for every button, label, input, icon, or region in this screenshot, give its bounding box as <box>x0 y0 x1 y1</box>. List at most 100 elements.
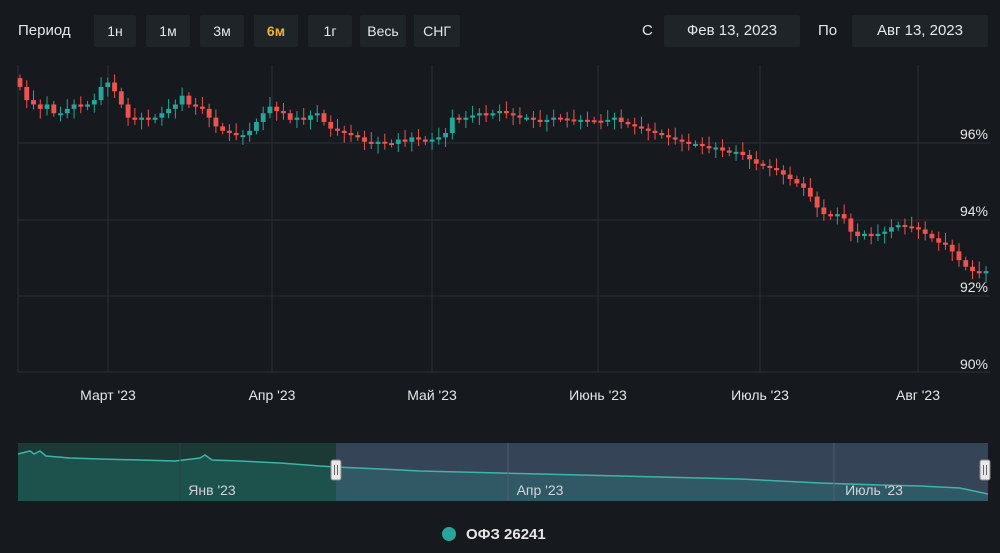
period-button-ytd[interactable]: СНГ <box>414 15 460 47</box>
to-date-input[interactable]: Авг 13, 2023 <box>852 15 988 47</box>
candle-body <box>713 147 719 150</box>
legend-marker <box>442 527 456 541</box>
candle-body <box>706 146 712 149</box>
x-tick-label: Март '23 <box>80 387 136 403</box>
candle-body <box>172 104 178 109</box>
candle-body <box>753 159 759 164</box>
candle-body <box>206 108 212 118</box>
candle-body <box>44 104 50 109</box>
candle-body <box>956 251 962 261</box>
candle-body <box>517 115 523 118</box>
candle-body <box>118 91 124 105</box>
candle-body <box>618 117 624 123</box>
candle-body <box>875 233 881 237</box>
candle-body <box>909 226 915 229</box>
candle-body <box>179 95 185 105</box>
candle-body <box>970 266 975 272</box>
candle-body <box>145 117 151 120</box>
candle-body <box>916 227 921 230</box>
candle-body <box>281 111 286 114</box>
legend[interactable]: ОФЗ 26241 <box>442 523 546 545</box>
candle-body <box>530 117 536 120</box>
candle-body <box>821 207 827 215</box>
navigator-unselected-area <box>18 443 336 501</box>
candle-body <box>308 115 313 120</box>
candle-body <box>402 139 408 142</box>
grid <box>17 65 990 373</box>
candle-body <box>855 231 861 237</box>
candle-body <box>571 119 577 122</box>
candle-body <box>747 154 752 160</box>
candle-body <box>254 122 259 131</box>
candle-body <box>348 132 354 136</box>
candle-body <box>949 244 955 252</box>
candle-body <box>247 130 253 136</box>
candle-body <box>693 143 698 146</box>
candle-body <box>58 113 63 116</box>
candle-body <box>780 170 786 175</box>
candle-body <box>422 139 428 142</box>
period-button-all[interactable]: Весь <box>360 15 406 47</box>
candle-body <box>328 122 334 129</box>
candle-body <box>470 115 476 118</box>
candle-body <box>456 117 462 120</box>
candle-body <box>287 113 293 120</box>
period-button-3m[interactable]: 3м <box>200 15 244 47</box>
candle-body <box>720 147 725 151</box>
y-tick-label: 92% <box>960 279 988 295</box>
x-tick-label: Июнь '23 <box>569 387 627 403</box>
candle-body <box>861 233 867 237</box>
navigator-left-handle[interactable] <box>330 459 342 481</box>
candle-body <box>733 151 739 154</box>
toolbar: Период 1н 1м 3м 6м 1г Весь СНГ С Фев 13,… <box>0 0 1000 62</box>
candle-body <box>801 183 807 188</box>
candle-body <box>882 231 888 234</box>
candle-body <box>841 214 847 219</box>
navigator-right-handle[interactable] <box>979 459 991 481</box>
candle-body <box>807 187 813 197</box>
y-axis: 96% 94% 92% 90% <box>960 126 988 372</box>
candle-body <box>71 104 77 109</box>
from-date-input[interactable]: Фев 13, 2023 <box>664 15 800 47</box>
candle-body <box>436 137 442 140</box>
candle-body <box>78 104 84 107</box>
candle-body <box>132 117 138 120</box>
candle-body <box>220 126 226 131</box>
candle-body <box>605 119 611 122</box>
candle-body <box>767 165 773 169</box>
period-button-6m[interactable]: 6м <box>254 15 298 47</box>
candle-body <box>888 227 894 232</box>
candle-body <box>159 113 165 118</box>
candle-body <box>895 225 901 228</box>
navigator-tick-label: Янв '23 <box>188 482 236 498</box>
candle-body <box>557 117 563 120</box>
candle-body <box>193 104 199 107</box>
candle-body <box>659 132 665 136</box>
period-button-1y[interactable]: 1г <box>308 15 352 47</box>
candle-body <box>524 117 530 120</box>
candle-body <box>375 141 381 144</box>
candle-body <box>152 117 158 120</box>
candle-body <box>463 117 469 120</box>
candle-body <box>699 143 705 147</box>
legend-label: ОФЗ 26241 <box>466 525 546 543</box>
candle-body <box>362 137 367 142</box>
candle-body <box>983 271 989 274</box>
x-tick-label: Май '23 <box>407 387 457 403</box>
period-button-1m[interactable]: 1м <box>146 15 190 47</box>
candle-body <box>497 111 503 114</box>
to-label: По <box>818 22 838 39</box>
candle-body <box>537 119 543 123</box>
candle-body <box>31 100 36 105</box>
candle-body <box>922 229 928 234</box>
period-button-1w[interactable]: 1н <box>94 15 136 47</box>
candle-body <box>902 225 908 228</box>
candle-body <box>260 113 266 123</box>
x-tick-label: Июль '23 <box>731 387 789 403</box>
candle-body <box>814 196 820 208</box>
navigator[interactable]: Янв '23 Апр '23 Июль '23 <box>0 440 1000 510</box>
candle-body <box>679 139 685 142</box>
price-chart[interactable]: 96% 94% 92% 90% Март '23 Апр '23 Май '23… <box>0 0 1000 420</box>
x-tick-label: Апр '23 <box>249 387 296 403</box>
candle-body <box>449 117 455 133</box>
